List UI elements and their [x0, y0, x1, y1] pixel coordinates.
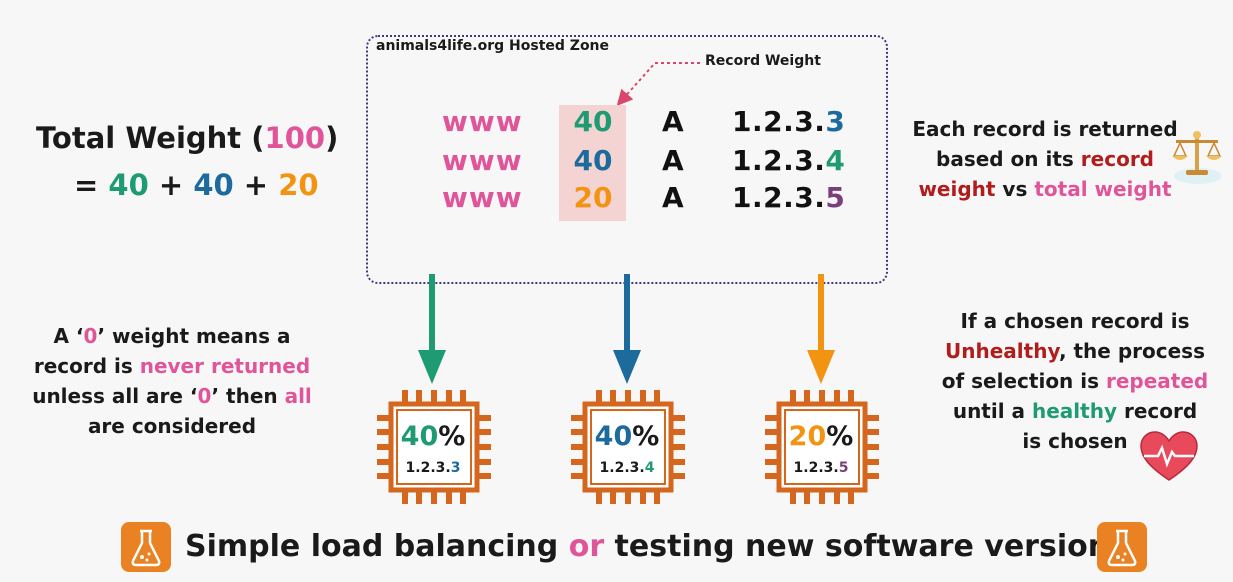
total-weight-sum: = 40 + 40 + 20 [74, 168, 319, 202]
record-name: www [442, 144, 523, 177]
chip-percent: 40% [400, 421, 466, 452]
record-weight: 40 [573, 105, 613, 138]
flask-icon [121, 522, 171, 572]
weight-explanation-note: Each record is returned based on its rec… [912, 117, 1178, 201]
flask-icon [1097, 522, 1147, 572]
chip-ip: 1.2.3.3 [405, 460, 461, 476]
footer-caption: Simple load balancing or testing new sof… [185, 529, 1127, 564]
hosted-zone-title: animals4life.org Hosted Zone [376, 38, 610, 54]
chip-icon [377, 390, 491, 504]
record-name: www [442, 181, 523, 214]
scales-icon [1172, 131, 1222, 184]
zero-weight-note: A ‘0’ weight means a record is never ret… [32, 324, 312, 438]
record-type: A [662, 181, 684, 214]
chip-percent: 40% [594, 421, 660, 452]
record-ip: 1.2.3.3 [732, 105, 846, 138]
chip-percent: 20% [788, 421, 854, 452]
unhealthy-note: If a chosen record is Unhealthy, the pro… [941, 309, 1209, 453]
record-weight-label: Record Weight [705, 53, 821, 69]
record-weight: 40 [573, 144, 613, 177]
weight-column-highlight [559, 105, 626, 221]
record-weight-pointer [616, 62, 700, 106]
chip-icon [765, 390, 879, 504]
record-ip: 1.2.3.5 [732, 181, 846, 214]
heart-monitor-icon [1140, 431, 1198, 481]
record-name: www [442, 105, 523, 138]
arrow-down-green [418, 274, 446, 384]
total-weight-line: Total Weight (100) [36, 121, 339, 155]
record-type: A [662, 144, 684, 177]
chip-ip: 1.2.3.4 [599, 460, 655, 476]
record-weight: 20 [573, 181, 613, 214]
arrow-down-orange [807, 274, 835, 384]
chip-icon [571, 390, 685, 504]
record-ip: 1.2.3.4 [732, 144, 846, 177]
chip-ip: 1.2.3.5 [793, 460, 849, 476]
record-type: A [662, 105, 684, 138]
arrow-down-blue [613, 274, 641, 384]
